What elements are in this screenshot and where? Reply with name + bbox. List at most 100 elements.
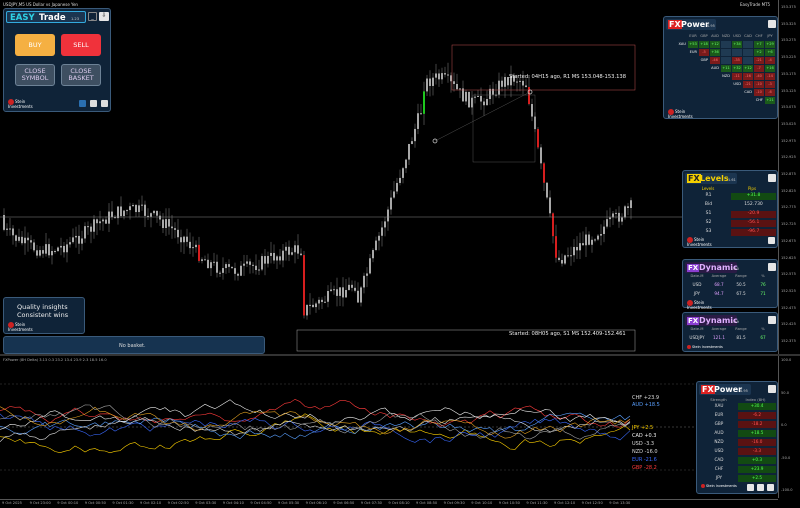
price-label: 152.625: [781, 255, 796, 260]
index-value: -18.2: [738, 421, 776, 428]
index-value: +0.3: [738, 457, 776, 464]
candle-body: [174, 228, 176, 230]
col-header: GBP: [700, 34, 708, 38]
candle-body: [294, 245, 296, 253]
strength-matrix: EUR GBP AUD NZD USD CAD CHF JPY XAU +53 +18 +12 +34 +…: [664, 33, 779, 105]
stein-icon: [8, 322, 14, 328]
chart-icon[interactable]: [79, 100, 86, 107]
level-name: Bid: [704, 202, 713, 207]
currency-label: JPY: [715, 475, 723, 480]
candle-body: [324, 301, 326, 303]
candle-body: [396, 182, 398, 192]
download-icon[interactable]: ⇩: [99, 12, 109, 21]
alert-icon[interactable]: [747, 484, 754, 491]
time-label: 9 Oct 10:10: [471, 501, 493, 505]
index-value: +2.5: [738, 475, 776, 482]
matrix-cell: -21: [754, 57, 764, 64]
candle-body: [492, 88, 494, 95]
candle-body: [354, 287, 356, 291]
stein-icon: [687, 345, 691, 349]
version-label: 4.95: [740, 389, 748, 393]
candle-body: [306, 304, 308, 316]
logo-fx: FX: [687, 264, 700, 272]
candle-body: [531, 104, 533, 117]
notes-icon[interactable]: [101, 100, 108, 107]
menu-icon[interactable]: [768, 385, 776, 393]
candle-body: [111, 211, 113, 218]
candle-body: [624, 206, 626, 218]
ea-title: EasyTrade MT5: [740, 2, 771, 7]
close-basket-button[interactable]: CLOSE BASKET: [61, 64, 101, 86]
time-label: 9 Oct 02:10: [140, 501, 162, 505]
candle-body: [168, 219, 170, 227]
menu-icon[interactable]: [768, 263, 776, 271]
time-label: 9 Oct 11:30: [526, 501, 548, 505]
info-icon[interactable]: [767, 484, 774, 491]
dynamic-cell: 81.5: [736, 335, 746, 340]
index-row: CAD +0.3: [700, 457, 776, 464]
price-label: 153.075: [781, 105, 796, 110]
candle-body: [420, 113, 422, 115]
candle-body: [165, 219, 167, 229]
matrix-cell: [743, 41, 753, 48]
strength-line: [0, 398, 631, 428]
sell-button[interactable]: SELL: [61, 34, 101, 56]
candle-body: [516, 81, 518, 83]
time-label: 9 Oct 10:50: [498, 501, 520, 505]
candle-body: [273, 252, 275, 261]
menu-icon[interactable]: [768, 20, 776, 28]
alert-icon[interactable]: [768, 237, 775, 244]
candle-body: [411, 141, 413, 144]
legend-label: USD -3.3: [632, 441, 655, 447]
candle-body: [108, 211, 110, 224]
close-symbol-button[interactable]: CLOSE SYMBOL: [15, 64, 55, 86]
index-value: +30.4: [738, 403, 776, 410]
candle-body: [315, 303, 317, 308]
settings-icon[interactable]: [757, 484, 764, 491]
brand-label: Stein Investments: [687, 237, 712, 247]
currency-label: GBP: [714, 421, 724, 426]
time-label: 9 Oct 00:50: [84, 501, 106, 505]
strength-line: [0, 413, 631, 454]
candle-body: [36, 250, 38, 256]
indicator-chart[interactable]: [0, 356, 778, 498]
buy-button[interactable]: BUY: [15, 34, 55, 56]
candle-body: [252, 264, 254, 266]
col-header: JPY: [767, 34, 773, 38]
candle-body: [537, 129, 539, 148]
index-value: -6.2: [738, 412, 776, 419]
candle-body: [519, 80, 521, 82]
candle-body: [525, 85, 527, 88]
candle-body: [237, 273, 239, 276]
menu-icon[interactable]: [768, 174, 776, 182]
candle-body: [12, 228, 14, 236]
candle-body: [477, 95, 479, 97]
basket-status: No basket.: [119, 343, 146, 349]
strength-line: [0, 414, 631, 443]
insights-line1: Quality insights: [17, 303, 68, 311]
minimize-icon[interactable]: _: [88, 12, 97, 21]
price-chart[interactable]: [0, 0, 778, 354]
candle-body: [291, 252, 293, 255]
menu-icon[interactable]: [768, 316, 776, 324]
level-name: S3: [705, 229, 712, 234]
candle-body: [129, 206, 131, 211]
matrix-cell: [732, 49, 742, 56]
candle-body: [561, 260, 563, 264]
brand-label: Stein Investments: [687, 300, 712, 310]
candle-body: [234, 268, 236, 274]
candle-body: [378, 235, 380, 241]
stein-logo: Stein Investments: [8, 322, 48, 333]
candle-body: [357, 290, 359, 303]
candle-body: [597, 235, 599, 240]
candle-body: [600, 234, 602, 236]
candle-body: [9, 228, 11, 230]
level-value: -20.9: [731, 211, 776, 218]
candle-body: [90, 226, 92, 232]
candle-body: [588, 234, 590, 245]
logo-fx: FX: [687, 174, 701, 183]
candle-body: [417, 113, 419, 129]
candle-body: [267, 255, 269, 264]
settings-icon[interactable]: [90, 100, 97, 107]
candle-body: [114, 217, 116, 219]
